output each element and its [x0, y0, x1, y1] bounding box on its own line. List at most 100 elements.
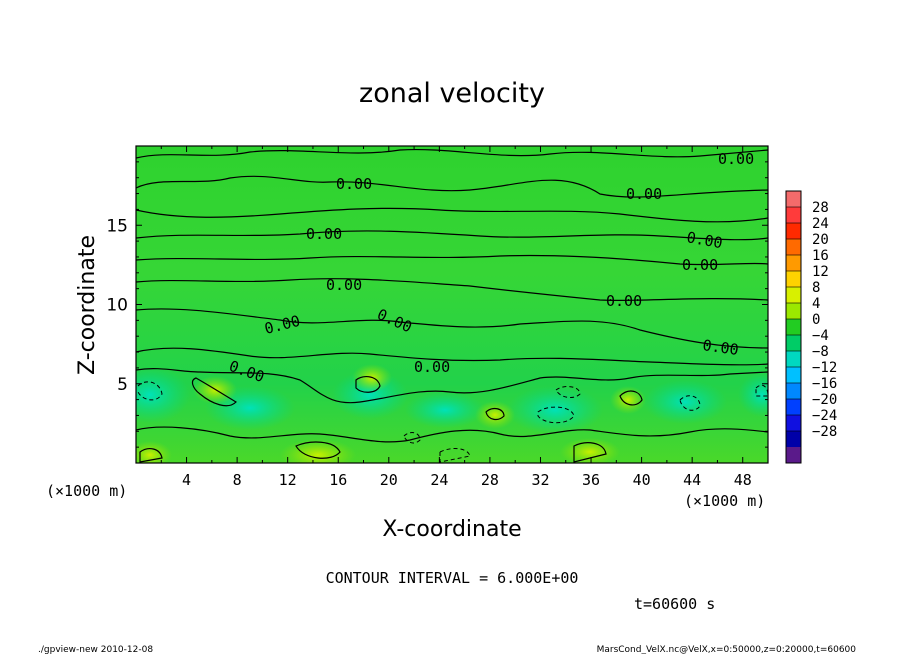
colorbar-label: 24	[812, 216, 829, 232]
y-axis-label: Z-coordinate	[75, 235, 100, 375]
contour-line	[136, 347, 768, 366]
x-tick-label: 16	[329, 471, 347, 489]
x-tick-label: 12	[279, 471, 297, 489]
contour-line	[136, 368, 768, 404]
contour-label: 0.00	[626, 185, 662, 203]
contour-line-negative	[755, 384, 768, 397]
colorbar-label: −8	[812, 344, 829, 360]
colorbar-cell	[786, 207, 801, 224]
anomaly-yellow	[610, 386, 646, 414]
anomaly-yellow	[475, 401, 515, 429]
footer-right: MarsCond_VelX.nc@VelX,x=0:50000,z=0:2000…	[597, 645, 857, 654]
contour-line	[136, 426, 768, 443]
contour-line	[485, 407, 505, 421]
colorbar-cell	[786, 223, 801, 240]
contour-line	[136, 207, 768, 223]
colorbar-cell	[786, 383, 801, 400]
colorbar-label: 4	[812, 296, 820, 312]
x-tick-label: 40	[633, 471, 651, 489]
colorbar-cell	[786, 447, 801, 464]
contour-line	[136, 148, 768, 159]
plot-area: 0.00 0.00 0.00 0.00 0.00 0.00 0.00 0.00 …	[136, 146, 768, 463]
contour-line-negative	[555, 386, 581, 398]
contour-label: 0.00	[326, 276, 362, 294]
colorbar-cell	[786, 399, 801, 416]
y-axis: 5 10 15	[106, 161, 768, 448]
contour-line	[136, 175, 768, 198]
anomaly-cyan	[136, 367, 190, 423]
x-tick-label: 4	[182, 471, 191, 489]
x-axis: 4 8 12 16 20 24 28 32 36 40 44 48	[160, 146, 752, 489]
colorbar-label: −12	[812, 360, 837, 376]
anomaly-cyan	[507, 386, 603, 434]
colorbar-cell	[786, 319, 801, 336]
contour-label: 0.00	[336, 175, 372, 193]
time-label: t=60600 s	[634, 595, 715, 613]
contour-line	[136, 308, 768, 349]
x-tick-label: 28	[481, 471, 499, 489]
anomaly-cyan	[643, 380, 727, 424]
contour-line	[139, 448, 163, 463]
contour-label: 0.00	[718, 150, 754, 168]
negative-contours	[137, 381, 768, 463]
colorbar-cell	[786, 351, 801, 368]
colorbar-label: −16	[812, 376, 837, 392]
colorbar-label: −20	[812, 392, 837, 408]
colorbar-cell	[786, 271, 801, 288]
x-tick-label: 48	[734, 471, 752, 489]
anomaly-cyan	[738, 373, 768, 417]
anomaly-cyan	[405, 392, 485, 428]
contour-line	[573, 442, 607, 463]
y-tick-label: 15	[106, 216, 128, 236]
colorbar-label: 20	[812, 232, 829, 248]
x-tick-label: 36	[582, 471, 600, 489]
contour-line	[191, 377, 237, 407]
contour-line	[619, 390, 643, 406]
contour-line	[136, 278, 768, 302]
colorbar-cell	[786, 287, 801, 304]
x-tick-label: 32	[531, 471, 549, 489]
colorbar-label: −24	[812, 408, 837, 424]
contour-label: 0.00	[701, 336, 739, 359]
x-tick-label: 24	[430, 471, 448, 489]
colorbar-frame	[785, 190, 802, 464]
colorbar-cell	[786, 303, 801, 320]
contour-line-negative	[137, 381, 163, 401]
colorbar-cell	[786, 431, 801, 448]
colorbar-cell	[786, 367, 801, 384]
contour-line	[295, 441, 341, 459]
anomaly-yellow	[280, 439, 356, 463]
colorbar-cell	[786, 239, 801, 256]
y-tick-label: 10	[106, 296, 128, 316]
contour-label: 0.00	[606, 292, 642, 310]
colorbar-cell	[786, 255, 801, 272]
contour-line	[136, 230, 768, 241]
contour-line	[355, 376, 381, 393]
contour-line-negative	[537, 406, 575, 424]
contour-line-negative	[439, 448, 471, 463]
contour-line-negative	[679, 395, 701, 411]
contour-line	[136, 254, 768, 266]
colorbar-label: 0	[812, 312, 820, 328]
colorbar-label: 8	[812, 280, 820, 296]
footer-left: ./gpview-new 2010-12-08	[38, 645, 153, 654]
colorbar-label: −4	[812, 328, 829, 344]
anomaly-yellow	[560, 438, 620, 463]
contour-label: 0.00	[414, 358, 450, 376]
colorbar-label: 28	[812, 200, 829, 216]
contour-label: 0.00	[306, 225, 342, 243]
contour-line-negative	[403, 432, 421, 444]
x-tick-label: 44	[683, 471, 701, 489]
colorbar-cell	[786, 335, 801, 352]
x-tick-label: 8	[233, 471, 242, 489]
contour-label: 0.00	[685, 228, 724, 252]
x-tick-label: 20	[380, 471, 398, 489]
contour-label: 0.00	[682, 256, 718, 274]
contour-interval: CONTOUR INTERVAL = 6.000E+00	[326, 569, 579, 587]
x-units-right: (×1000 m)	[684, 492, 765, 510]
colorbar-cell	[786, 415, 801, 432]
x-axis-label: X-coordinate	[382, 517, 521, 542]
y-tick-label: 5	[117, 375, 128, 395]
colorbar-label: −28	[812, 424, 837, 440]
